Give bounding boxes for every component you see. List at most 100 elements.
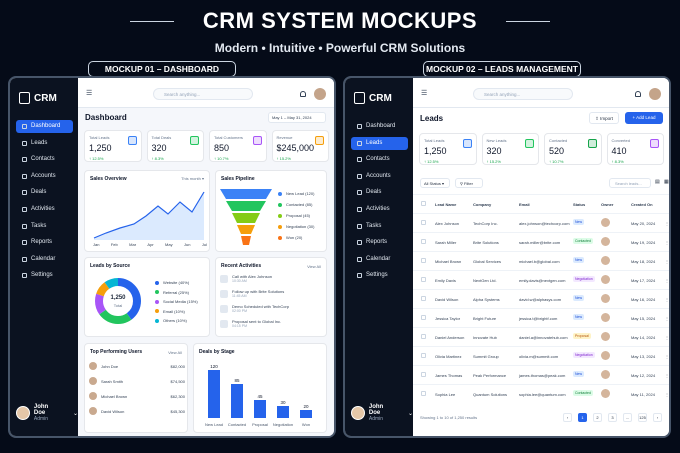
grid-view-icon[interactable]: ▦: [664, 179, 669, 185]
more-options-icon[interactable]: ⋮: [665, 221, 669, 226]
topbar-avatar[interactable]: [314, 88, 326, 100]
user-profile[interactable]: John Doe Admin ⌄: [351, 404, 413, 422]
kpi-card: Revenue $245,000 ↑ 15.2%: [271, 130, 329, 162]
table-row[interactable]: Michael Brown Global Services michael.b@gl…: [413, 251, 669, 270]
table-row[interactable]: Daniel Anderson Innovate Hub daniel.a@inno…: [413, 327, 669, 346]
nav-item-dashboard[interactable]: Dashboard: [16, 120, 73, 133]
nav-item-leads[interactable]: Leads: [16, 137, 73, 150]
row-checkbox[interactable]: [421, 239, 426, 244]
nav-item-dashboard[interactable]: Dashboard: [351, 120, 408, 133]
card-title: Sales Pipeline: [221, 176, 255, 182]
date-range-picker[interactable]: May 1 – May 31, 2024: [268, 112, 326, 123]
page-button[interactable]: 125: [638, 413, 647, 422]
table-row[interactable]: Alex Johnson TechCorp Inc. alex.johnson@te…: [413, 213, 669, 232]
column-header: Owner: [601, 202, 614, 207]
nav-item-contacts[interactable]: Contacts: [351, 153, 408, 166]
table-row[interactable]: Sarah Miller Brite Solutions sarah.miller@…: [413, 232, 669, 251]
row-checkbox[interactable]: [421, 353, 426, 358]
select-all-checkbox[interactable]: [421, 201, 426, 206]
more-options-icon[interactable]: ⋮: [665, 259, 669, 264]
nav-item-accounts[interactable]: Accounts: [351, 170, 408, 183]
more-options-icon[interactable]: ⋮: [665, 373, 669, 378]
menu-icon[interactable]: ☰: [421, 90, 428, 97]
page-button[interactable]: ›: [653, 413, 662, 422]
nav-item-tasks[interactable]: Tasks: [16, 220, 73, 233]
nav-item-settings[interactable]: Settings: [351, 269, 408, 282]
nav-item-deals[interactable]: Deals: [16, 186, 73, 199]
deal-bar-label: Negotiation: [273, 422, 293, 427]
import-button[interactable]: ⇪ Import: [589, 112, 619, 124]
table-row[interactable]: Olivia Martinez Summit Group olivia.m@summ…: [413, 346, 669, 365]
source-label: Email (10%): [163, 308, 185, 314]
row-checkbox[interactable]: [421, 334, 426, 339]
row-checkbox[interactable]: [421, 296, 426, 301]
more-options-icon[interactable]: ⋮: [665, 240, 669, 245]
nav-item-calendar[interactable]: Calendar: [16, 253, 73, 266]
topbar-avatar[interactable]: [649, 88, 661, 100]
kpi-label: Contacted: [549, 138, 568, 143]
kpi-card: Converted 410 ↑ 8.3%: [606, 133, 664, 165]
deals-icon: [357, 190, 362, 196]
nav-item-deals[interactable]: Deals: [351, 186, 408, 199]
page-button[interactable]: ‹: [563, 413, 572, 422]
add-lead-button[interactable]: + Add Lead: [625, 112, 663, 124]
row-checkbox[interactable]: [421, 391, 426, 396]
page-button[interactable]: 1: [578, 413, 587, 422]
leads-search-input[interactable]: Search leads...: [609, 178, 651, 188]
page-button[interactable]: 3: [608, 413, 617, 422]
more-options-icon[interactable]: ⋮: [665, 297, 669, 302]
page-button[interactable]: ...: [623, 413, 632, 422]
row-checkbox[interactable]: [421, 315, 426, 320]
nav-item-accounts[interactable]: Accounts: [16, 170, 73, 183]
nav-item-leads[interactable]: Leads: [351, 136, 408, 150]
kpi-icon: [462, 139, 472, 148]
table-row[interactable]: Emily Davis NextGen Ltd. emily.davis@nextg…: [413, 270, 669, 289]
row-checkbox[interactable]: [421, 372, 426, 377]
brand-name: CRM: [369, 92, 392, 104]
more-options-icon[interactable]: ⋮: [665, 316, 669, 321]
lead-name: Emily Davis: [435, 278, 456, 283]
more-options-icon[interactable]: ⋮: [665, 354, 669, 359]
search-input[interactable]: Search anything...: [473, 88, 573, 100]
menu-icon[interactable]: ☰: [86, 90, 93, 97]
status-filter[interactable]: All Status ▾: [420, 178, 450, 188]
chevron-down-icon[interactable]: ⌄: [72, 410, 78, 417]
user-profile[interactable]: John Doe Admin ⌄: [16, 404, 78, 422]
search-input[interactable]: Search anything...: [153, 88, 253, 100]
more-options-icon[interactable]: ⋮: [665, 392, 669, 397]
chevron-down-icon[interactable]: ⌄: [407, 410, 413, 417]
nav-item-reports[interactable]: Reports: [16, 236, 73, 249]
row-checkbox[interactable]: [421, 277, 426, 282]
nav-item-tasks[interactable]: Tasks: [351, 220, 408, 233]
nav-item-contacts[interactable]: Contacts: [16, 153, 73, 166]
owner-avatar: [601, 389, 610, 398]
view-all-link[interactable]: View All: [168, 350, 182, 355]
table-row[interactable]: Sophia Lee Quantum Solutions sophia.lee@qu…: [413, 384, 669, 403]
period-filter[interactable]: This month ▾: [181, 176, 204, 181]
page-button[interactable]: 2: [593, 413, 602, 422]
deal-bar-value: 85: [234, 378, 240, 383]
bell-icon[interactable]: [300, 91, 306, 97]
table-row[interactable]: David Wilson Alpha Systems david.w@alphasy…: [413, 289, 669, 308]
activity-icon: [220, 319, 228, 328]
user-name: John Doe: [101, 363, 119, 369]
activity-title: Demo Scheduled with TechCorp: [232, 304, 290, 309]
filter-button[interactable]: ⚲ Filter: [455, 178, 483, 188]
kpi-icon: [190, 136, 199, 145]
status-badge: Proposal: [573, 333, 591, 339]
nav-item-activities[interactable]: Activities: [16, 203, 73, 216]
view-all-link[interactable]: View All: [307, 264, 321, 269]
page-title: Leads: [420, 114, 444, 123]
more-options-icon[interactable]: ⋮: [665, 278, 669, 283]
nav-item-reports[interactable]: Reports: [351, 236, 408, 249]
nav-item-activities[interactable]: Activities: [351, 203, 408, 216]
table-row[interactable]: James Thomas Peak Performance james.thomas…: [413, 365, 669, 384]
row-checkbox[interactable]: [421, 220, 426, 225]
bell-icon[interactable]: [635, 91, 641, 97]
nav-item-settings[interactable]: Settings: [16, 269, 73, 282]
nav-item-calendar[interactable]: Calendar: [351, 253, 408, 266]
row-checkbox[interactable]: [421, 258, 426, 263]
table-row[interactable]: Jessica Taylor Bright Future jessica.t@bri…: [413, 308, 669, 327]
more-options-icon[interactable]: ⋮: [665, 335, 669, 340]
list-view-icon[interactable]: ▤: [655, 179, 660, 185]
